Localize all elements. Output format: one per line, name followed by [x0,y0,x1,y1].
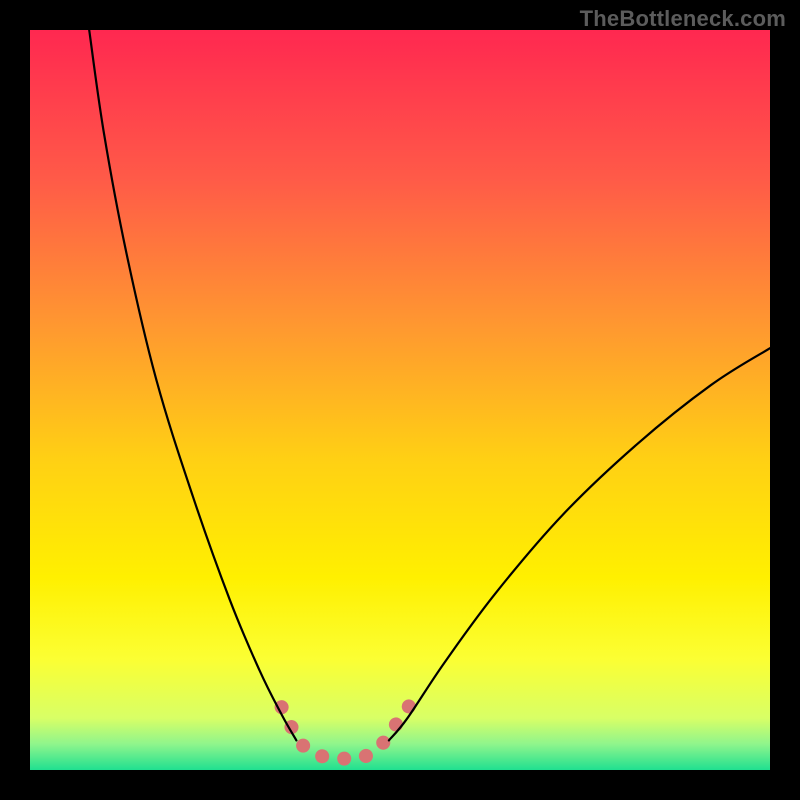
curve-right [389,348,770,740]
chart-frame: TheBottleneck.com [0,0,800,800]
curve-left [89,30,296,740]
watermark-text: TheBottleneck.com [580,6,786,32]
trough-marker [282,703,412,758]
plot-area [30,30,770,770]
curves-layer [30,30,770,770]
